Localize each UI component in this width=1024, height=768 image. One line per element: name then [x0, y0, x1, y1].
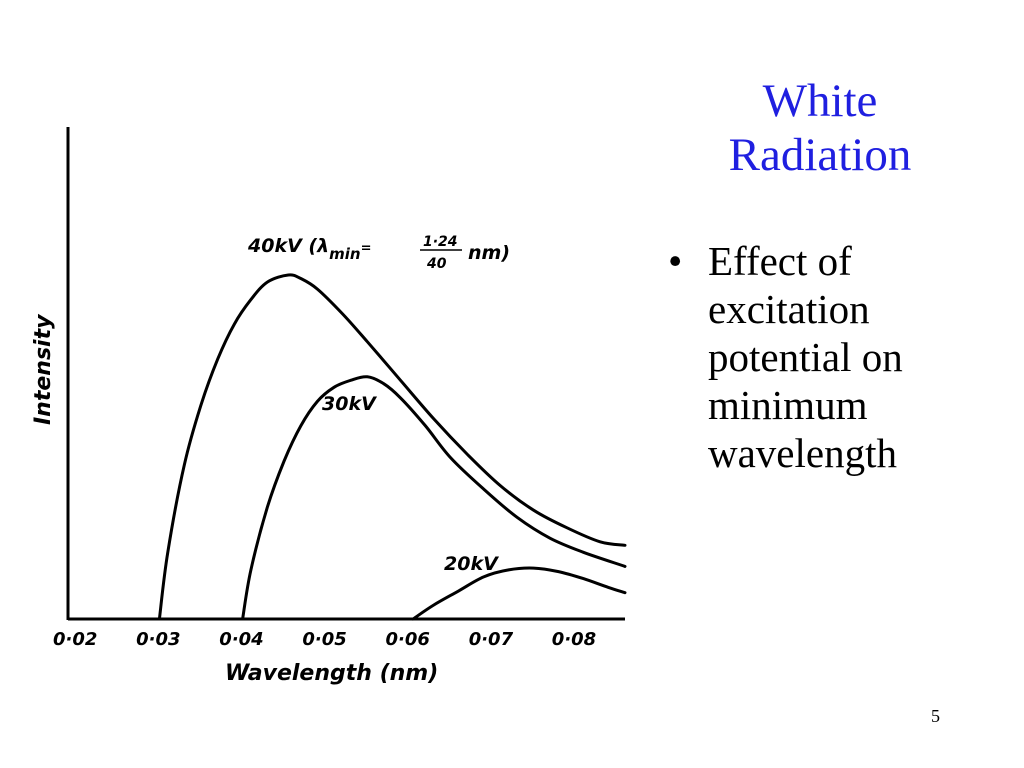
series-label-30kv: 30kV [322, 393, 377, 415]
bullet-line-5: wavelength [708, 430, 897, 476]
y-axis-label: Intensity [31, 313, 56, 425]
slide-title: White Radiation [690, 74, 950, 182]
label-40kv-prefix: 40kV (λ [247, 235, 329, 257]
series-line-20kv [411, 566, 627, 621]
series-label-40kv: 40kV (λmin= [247, 235, 371, 263]
x-axis-label: Wavelength (nm) [225, 661, 438, 686]
label-40kv-numerator: 1·24 [423, 234, 458, 250]
series-label-20kv: 20kV [444, 553, 499, 575]
series-line-30kv [241, 375, 627, 621]
x-tick-label: 0·08 [552, 629, 596, 650]
bullet-marker: • [668, 238, 683, 284]
title-line-1: White [762, 75, 878, 127]
x-tick-label: 0·04 [219, 629, 263, 650]
x-tick-label: 0·05 [302, 629, 346, 650]
label-40kv-suffix: nm) [468, 242, 510, 264]
label-40kv-denominator: 40 [426, 256, 447, 272]
bullet-item: Effect of excitation potential on minimu… [708, 237, 903, 477]
bullet-line-4: minimum [708, 382, 868, 428]
x-tick-label: 0·07 [469, 629, 514, 650]
x-tick-label: 0·03 [136, 629, 180, 650]
x-tick-label: 0·06 [386, 629, 430, 650]
bullet-line-2: excitation [708, 286, 870, 332]
bullet-line-1: Effect of [708, 238, 852, 284]
intensity-wavelength-chart: 0·02 0·03 0·04 0·05 0·06 0·07 0·08 Wavelength … [31, 127, 627, 686]
series-line-40kv [157, 273, 627, 621]
slide-number: 5 [931, 706, 940, 726]
x-tick-label: 0·02 [53, 629, 97, 650]
label-40kv-equals: = [361, 241, 372, 256]
curves-group [157, 273, 627, 621]
bullet-line-3: potential on [708, 334, 903, 380]
title-line-2: Radiation [728, 129, 912, 181]
x-tick-labels: 0·02 0·03 0·04 0·05 0·06 0·07 0·08 [53, 629, 596, 650]
label-40kv-subscript: min [329, 245, 360, 263]
